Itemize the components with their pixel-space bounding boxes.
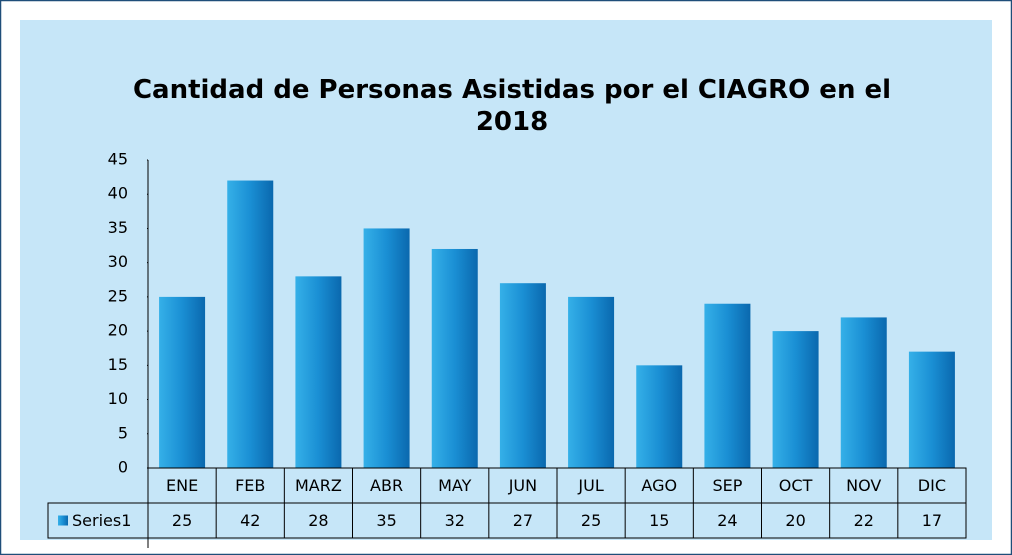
chart-title: Cantidad de Personas Asistidas por el CI… — [133, 75, 891, 137]
y-tick-label: 25 — [108, 286, 128, 305]
table-value: 28 — [308, 511, 328, 530]
table-value: 42 — [240, 511, 260, 530]
table-value: 25 — [172, 511, 192, 530]
bar — [772, 331, 819, 468]
table-value: 27 — [513, 511, 533, 530]
y-tick-label: 10 — [108, 389, 128, 408]
x-tick-label: MAY — [438, 476, 472, 495]
y-tick-label: 40 — [108, 184, 128, 203]
bar — [840, 317, 887, 468]
legend-swatch — [58, 515, 68, 526]
bar — [227, 180, 274, 469]
x-tick-label: OCT — [779, 476, 813, 495]
y-tick-label: 30 — [108, 252, 128, 271]
y-tick-label: 45 — [108, 150, 128, 169]
x-tick-label: FEB — [235, 476, 265, 495]
y-tick-label: 20 — [108, 321, 128, 340]
y-tick-label: 5 — [118, 423, 128, 442]
table-border — [47, 502, 967, 539]
table-value: 20 — [785, 511, 805, 530]
x-tick-label: JUN — [508, 476, 537, 495]
x-tick-label: AGO — [641, 476, 677, 495]
bar — [159, 296, 206, 468]
bar — [363, 228, 410, 468]
bar — [908, 351, 955, 468]
x-tick-label: JUL — [577, 476, 603, 495]
y-tick-label: 15 — [108, 355, 128, 374]
y-tick-label: 35 — [108, 218, 128, 237]
bar — [295, 276, 342, 468]
table-value: 17 — [922, 511, 942, 530]
table-value: 25 — [581, 511, 601, 530]
legend-label: Series1 — [72, 511, 131, 530]
bar — [431, 248, 478, 468]
table-value: 15 — [649, 511, 669, 530]
table-value: 24 — [717, 511, 737, 530]
x-tick-label: SEP — [712, 476, 742, 495]
y-tick-label: 0 — [118, 458, 128, 477]
bar — [568, 296, 615, 468]
table-value: 35 — [376, 511, 396, 530]
x-tick-label: ENE — [166, 476, 198, 495]
x-tick-label: MARZ — [295, 476, 342, 495]
x-tick-label: ABR — [370, 476, 403, 495]
x-tick-label: DIC — [918, 476, 946, 495]
table-value: 22 — [854, 511, 874, 530]
x-tick-label: NOV — [846, 476, 881, 495]
bar — [704, 303, 751, 468]
bar — [499, 283, 546, 468]
bar — [636, 365, 683, 468]
table-value: 32 — [445, 511, 465, 530]
